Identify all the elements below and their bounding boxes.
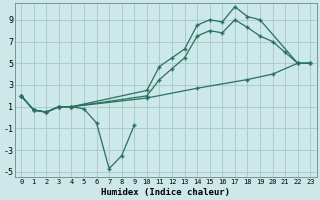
X-axis label: Humidex (Indice chaleur): Humidex (Indice chaleur) [101,188,230,197]
